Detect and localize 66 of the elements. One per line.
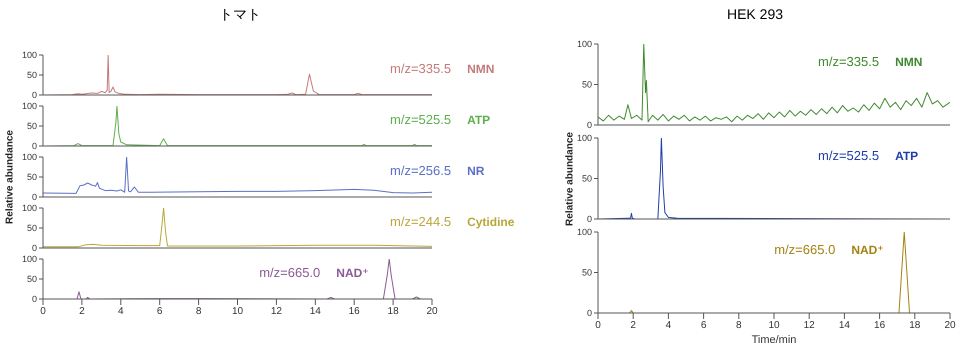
x-tick-label: 18: [388, 306, 400, 318]
x-tick-label: 10: [768, 320, 780, 332]
annotation: NAD⁺: [336, 266, 369, 280]
y-tick-label: 100: [22, 254, 37, 264]
x-tick-label: 2: [79, 306, 86, 318]
x-tick-label: 4: [666, 320, 672, 332]
x-tick-label: 14: [310, 306, 322, 318]
annotation: m/z=335.5: [390, 61, 452, 76]
annotation: m/z=665.0: [259, 265, 320, 280]
text: Cytidine: [467, 215, 514, 229]
x-tick-label: 0: [40, 306, 46, 318]
y-tick-label: 100: [22, 152, 37, 162]
annotation: NAD⁺: [851, 243, 884, 257]
y-tick-label: 50: [26, 121, 37, 132]
x-tick-label: 16: [874, 320, 886, 332]
x-tick-label: 8: [736, 320, 742, 332]
x-tick-label: 20: [944, 320, 956, 332]
x-axis-title: Time/min: [752, 334, 796, 343]
y-tick-label: 100: [22, 50, 37, 60]
y-tick-label: 100: [22, 203, 37, 214]
y-tick-label: 0: [32, 141, 37, 152]
text: ATP: [467, 113, 490, 127]
x-tick-label: 8: [196, 306, 202, 318]
x-tick-label: 12: [804, 320, 816, 332]
y-tick-label: 50: [26, 172, 37, 182]
x-tick-label: 14: [838, 320, 850, 332]
annotation: m/z=256.5: [390, 163, 452, 178]
annotation: m/z=335.5: [818, 54, 880, 69]
y-tick-label: 0: [32, 192, 37, 202]
x-tick-label: 16: [348, 306, 360, 318]
annotation: m/z=244.5: [390, 214, 452, 229]
text: NR: [467, 164, 484, 178]
x-tick-label: 20: [426, 306, 438, 318]
annotation: ATP: [895, 149, 918, 163]
x-tick-label: 10: [232, 306, 244, 318]
chart-title: HEK 293: [726, 6, 784, 22]
y-tick-label: 0: [32, 294, 37, 304]
annotation: NMN: [895, 55, 922, 69]
annotation: m/z=525.5: [390, 112, 452, 127]
y-tick-label: 100: [576, 227, 592, 238]
y-tick-label: 100: [576, 133, 592, 144]
y-tick-label: 0: [32, 90, 37, 100]
x-tick-label: 4: [118, 306, 124, 318]
annotation: m/z=525.5: [818, 148, 880, 163]
annotation: m/z=665.0: [774, 242, 836, 257]
y-tick-label: 50: [26, 274, 37, 284]
x-tick-label: 6: [700, 320, 707, 332]
x-tick-label: 0: [595, 320, 602, 332]
y-tick-label: 0: [586, 120, 592, 130]
y-axis-title: Relative abundance: [564, 132, 576, 226]
y-tick-label: 50: [582, 174, 592, 184]
y-tick-label: 0: [586, 214, 592, 224]
y-tick-label: 50: [26, 70, 37, 80]
x-tick-label: 2: [630, 320, 636, 332]
y-tick-label: 0: [32, 243, 37, 254]
text: NMN: [467, 62, 494, 76]
y-tick-label: 100: [22, 101, 37, 112]
x-tick-label: 6: [156, 306, 163, 318]
y-tick-label: 100: [576, 39, 592, 50]
y-tick-label: 50: [582, 268, 592, 278]
y-tick-label: 50: [26, 223, 37, 234]
x-tick-label: 12: [270, 306, 282, 318]
y-axis-title: Relative abundance: [4, 130, 16, 224]
x-tick-label: 18: [909, 320, 921, 332]
y-tick-label: 50: [582, 80, 592, 90]
chart-title: トマト: [219, 6, 261, 24]
